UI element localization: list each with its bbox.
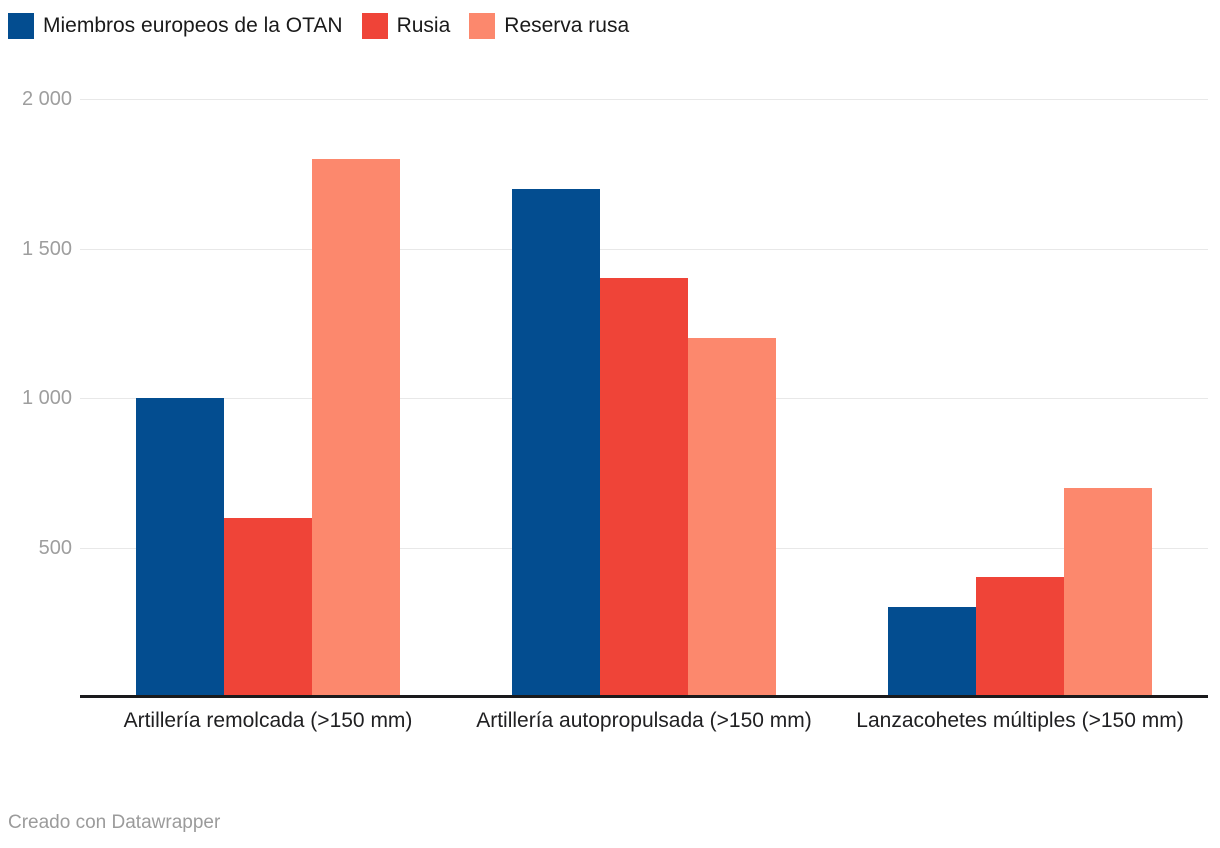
legend-item: Rusia [361,13,451,39]
x-axis-line [80,695,1208,698]
bar-1-group-2 [512,189,600,697]
bar-2-group-3 [976,577,1064,697]
bar-1-group-1 [136,398,224,697]
legend-swatch-icon [469,13,496,39]
chart-legend: Miembros europeos de la OTAN Rusia Reserva… [8,13,629,39]
gridline [80,99,1208,100]
x-category-label: Lanzacohetes múltiples (>150 mm) [856,709,1184,732]
bar-3-group-1 [312,159,400,697]
bar-3-group-2 [688,338,776,697]
y-tick-label: 500 [38,537,72,559]
bar-2-group-2 [600,278,688,697]
legend-item: Miembros europeos de la OTAN [8,13,343,39]
x-category-label: Artillería remolcada (>150 mm) [123,709,413,732]
legend-swatch-icon [361,13,388,39]
legend-label: Miembros europeos de la OTAN [43,14,343,37]
attribution: Creado con Datawrapper [8,812,220,834]
bar-3-group-3 [1064,488,1152,697]
y-tick-label: 1 500 [21,238,72,260]
bar-1-group-3 [888,607,976,697]
attribution-link[interactable]: Creado con Datawrapper [8,812,221,833]
y-tick-label: 1 000 [21,387,72,409]
legend-item: Reserva rusa [469,13,629,39]
bar-2-group-1 [224,518,312,697]
x-category-label: Artillería autopropulsada (>150 mm) [476,709,812,732]
legend-label: Reserva rusa [504,14,630,37]
gridline [80,249,1208,250]
legend-label: Rusia [396,14,451,37]
legend-swatch-icon [8,13,34,39]
y-tick-label: 2 000 [21,88,72,110]
